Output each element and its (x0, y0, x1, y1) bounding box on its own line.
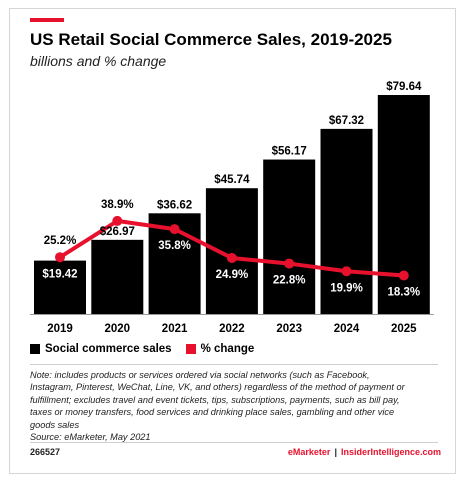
brand-insider-intelligence: InsiderIntelligence.com (340, 447, 441, 457)
x-axis: 2019 2020 2021 2022 2023 2024 2025 (30, 314, 434, 335)
change-value-label: 22.8% (273, 275, 306, 287)
footer-brand: eMarketer | InsiderIntelligence.com (288, 447, 441, 457)
brand-emarketer: eMarketer (287, 447, 331, 457)
x-tick-label: 2021 (162, 323, 188, 335)
change-point (284, 258, 295, 269)
note-divider-bottom (30, 442, 438, 443)
x-tick-label: 2023 (276, 323, 302, 335)
chart-subtitle: billions and % change (30, 53, 167, 69)
bar-value-label: $67.32 (329, 115, 364, 127)
bar-value-label: $26.97 (100, 226, 135, 238)
chart-frame (9, 8, 456, 474)
change-point (112, 215, 123, 226)
x-tick-label: 2020 (105, 323, 131, 335)
chart-title: US Retail Social Commerce Sales, 2019-20… (30, 30, 392, 49)
chart-canvas: $19.42 $26.97 $36.62 $45.74 $56.17 $67.32 $79.… (30, 81, 434, 335)
change-point (169, 224, 180, 235)
bar-value-label: $19.42 (42, 269, 77, 281)
change-point (341, 266, 352, 277)
change-point (55, 252, 65, 263)
legend-item-sales: Social commerce sales (30, 343, 172, 355)
note-line: Note: includes products or services orde… (30, 370, 370, 380)
legend-swatch-change (185, 344, 196, 354)
bar (320, 128, 373, 314)
x-tick-label: 2025 (391, 323, 417, 335)
bar-value-label: $36.62 (157, 199, 192, 211)
change-value-label: 18.3% (387, 287, 420, 299)
legend-label-change: % change (200, 343, 255, 355)
chart-note: Note: includes products or services orde… (30, 369, 442, 443)
brand-separator: | (334, 447, 337, 457)
note-line: taxes or money transfers, food services … (30, 407, 395, 418)
bars-layer (34, 95, 430, 314)
bar-value-label: $56.17 (272, 146, 307, 158)
bar (34, 260, 86, 314)
bar-value-label: $45.74 (214, 174, 250, 186)
note-source: Source: eMarketer, May 2021 (30, 432, 151, 443)
legend: Social commerce sales % change (30, 343, 268, 355)
change-value-label: 35.8% (158, 240, 191, 252)
bar (263, 159, 316, 314)
change-value-label: 24.9% (216, 269, 249, 281)
x-tick-label: 2024 (334, 323, 360, 335)
note-line: fulfillment; excludes travel and event t… (30, 394, 400, 405)
accent-bar (30, 18, 64, 22)
change-point (226, 253, 237, 264)
bar-value-label: $79.64 (386, 81, 422, 93)
note-line: Instagram, Pinterest, WeChat, Line, VK, … (30, 382, 405, 393)
chart-id: 266527 (30, 447, 61, 457)
change-value-label: 25.2% (44, 235, 77, 247)
change-point (398, 270, 409, 281)
note-divider-top (30, 364, 438, 365)
legend-swatch-sales (30, 344, 40, 354)
labels-layer: $19.42 $26.97 $36.62 $45.74 $56.17 $67.32 $79.… (42, 81, 422, 299)
legend-item-change: % change (185, 343, 255, 355)
line-layer (55, 215, 409, 281)
legend-label-sales: Social commerce sales (45, 343, 172, 355)
x-tick-label: 2019 (47, 323, 73, 335)
bar (91, 239, 144, 314)
bar (377, 95, 430, 314)
bar (205, 188, 258, 314)
change-value-label: 38.9% (101, 199, 134, 211)
x-tick-label: 2022 (219, 323, 245, 335)
note-line: goods sales (30, 419, 80, 430)
change-value-label: 19.9% (330, 282, 363, 294)
